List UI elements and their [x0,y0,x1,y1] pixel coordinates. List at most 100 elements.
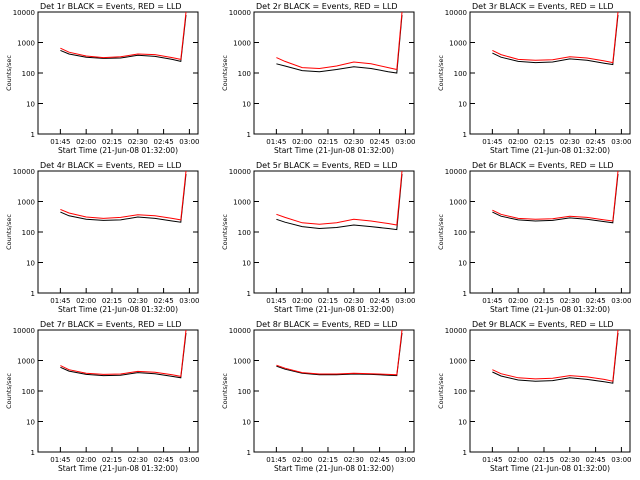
x-tick-label: 03:00 [395,456,415,464]
y-axis-label: Counts/sec [5,214,13,250]
y-axis-label: Counts/sec [5,373,13,409]
x-axis-label: Start Time (21-Jun-08 01:32:00) [490,305,610,314]
y-tick-label: 10 [242,101,251,109]
x-tick-label: 03:00 [611,297,631,305]
panel-title: Det 4r BLACK = Events, RED = LLD [40,161,182,170]
y-tick-label: 10 [458,419,467,427]
lld-series-line [276,170,403,226]
lld-series-line [492,170,619,222]
x-tick-label: 02:15 [102,138,122,146]
x-tick-label: 01:45 [50,138,70,146]
panel-4: Det 4r BLACK = Events, RED = LLD 1 10 100 10… [5,161,199,314]
x-tick-label: 02:15 [102,456,122,464]
x-tick-label: 02:00 [292,456,312,464]
y-tick-label: 10000 [229,9,251,17]
events-series-line [276,173,403,231]
x-tick-label: 03:00 [179,297,199,305]
y-axis-label: Counts/sec [437,214,445,250]
panel-6: Det 6r BLACK = Events, RED = LLD 1 10 100 10… [437,161,631,314]
y-tick-label: 1000 [449,358,467,366]
x-tick-label: 02:15 [318,456,338,464]
y-tick-label: 10 [26,419,35,427]
plot-frame [37,329,199,453]
panel-title: Det 6r BLACK = Events, RED = LLD [472,161,614,170]
x-axis-label: Start Time (21-Jun-08 01:32:00) [58,464,178,473]
plot-frame [253,170,415,294]
y-tick-label: 10 [26,101,35,109]
x-tick-label: 02:30 [560,456,580,464]
plot-frame [37,11,199,135]
y-tick-label: 1000 [17,199,35,207]
panel-1: Det 1r BLACK = Events, RED = LLD 1 10 100 10… [5,2,199,155]
plot-frame [469,329,631,453]
y-tick-label: 10 [458,260,467,268]
y-tick-label: 1000 [17,40,35,48]
lld-series-line [60,329,187,377]
x-axis-label: Start Time (21-Jun-08 01:32:00) [490,146,610,155]
y-tick-label: 100 [22,388,35,396]
panel-title: Det 3r BLACK = Events, RED = LLD [472,2,614,11]
y-tick-label: 1 [247,290,251,298]
x-tick-label: 02:15 [318,138,338,146]
y-tick-label: 10000 [445,168,467,176]
y-tick-label: 1000 [17,358,35,366]
x-tick-label: 02:45 [369,456,389,464]
y-tick-label: 100 [22,70,35,78]
panel-title: Det 9r BLACK = Events, RED = LLD [472,320,614,329]
x-tick-label: 01:45 [266,138,286,146]
y-tick-label: 10 [242,260,251,268]
x-tick-label: 03:00 [611,138,631,146]
panel-5: Det 5r BLACK = Events, RED = LLD 1 10 100 10… [221,161,415,314]
y-tick-label: 10 [458,101,467,109]
plot-frame [469,11,631,135]
y-tick-label: 1000 [233,40,251,48]
x-tick-label: 03:00 [395,297,415,305]
x-tick-label: 02:45 [585,456,605,464]
panel-7: Det 7r BLACK = Events, RED = LLD 1 10 100 10… [5,320,199,473]
x-tick-label: 02:15 [534,456,554,464]
y-axis-label: Counts/sec [221,55,229,91]
y-tick-label: 100 [454,229,467,237]
plot-frame [253,329,415,453]
x-axis-label: Start Time (21-Jun-08 01:32:00) [274,146,394,155]
y-tick-label: 1000 [233,199,251,207]
y-tick-label: 10000 [13,327,35,335]
x-tick-label: 01:45 [266,297,286,305]
x-tick-label: 01:45 [482,456,502,464]
x-axis-label: Start Time (21-Jun-08 01:32:00) [274,305,394,314]
x-tick-label: 02:00 [76,138,96,146]
y-tick-label: 100 [22,229,35,237]
x-tick-label: 03:00 [179,456,199,464]
y-tick-label: 10000 [445,327,467,335]
plot-frame [469,170,631,294]
x-tick-label: 02:30 [344,297,364,305]
y-tick-label: 100 [238,388,251,396]
y-tick-label: 1 [31,131,35,139]
panel-title: Det 5r BLACK = Events, RED = LLD [256,161,398,170]
x-tick-label: 02:45 [153,456,173,464]
lld-series-line [492,329,619,382]
x-tick-label: 03:00 [179,138,199,146]
x-tick-label: 02:30 [128,138,148,146]
x-tick-label: 02:00 [508,456,528,464]
x-tick-label: 01:45 [50,297,70,305]
x-tick-label: 02:30 [128,456,148,464]
plot-frame [37,170,199,294]
y-axis-label: Counts/sec [221,214,229,250]
y-tick-label: 100 [238,229,251,237]
events-series-line [276,14,403,74]
x-tick-label: 02:15 [318,297,338,305]
y-tick-label: 1 [463,290,467,298]
y-tick-label: 100 [238,70,251,78]
y-tick-label: 1 [463,449,467,457]
x-tick-label: 02:45 [585,297,605,305]
x-tick-label: 01:45 [50,456,70,464]
lld-series-line [492,11,619,64]
lld-series-line [276,11,403,71]
events-series-line [492,173,619,224]
lld-series-line [60,170,187,221]
y-tick-label: 1000 [233,358,251,366]
x-tick-label: 02:00 [508,138,528,146]
x-tick-label: 03:00 [395,138,415,146]
